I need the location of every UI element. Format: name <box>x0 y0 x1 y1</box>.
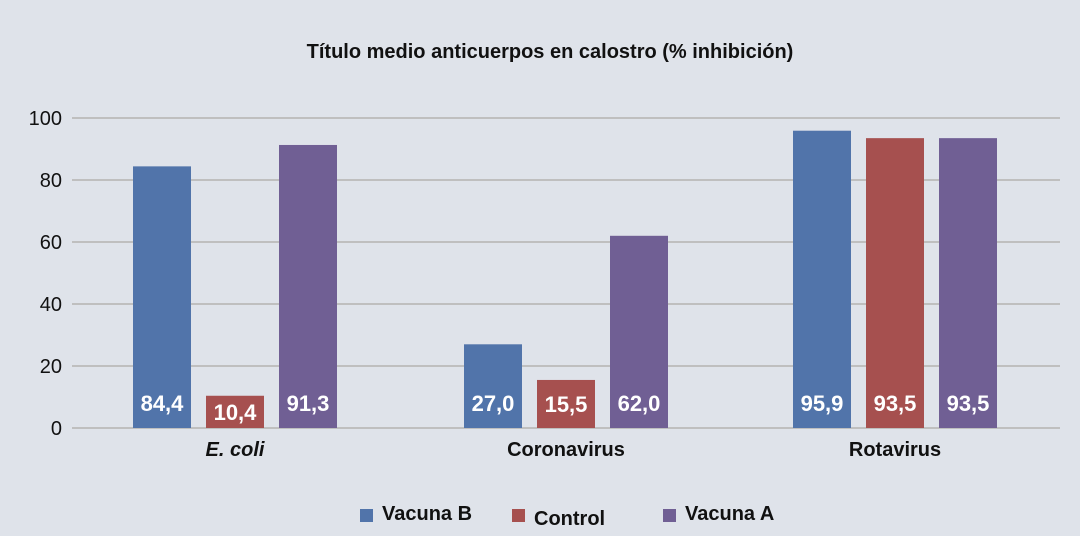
data-label: 91,3 <box>287 391 330 416</box>
data-label: 62,0 <box>618 391 661 416</box>
x-tick-label: Coronavirus <box>507 439 625 461</box>
data-label: 10,4 <box>214 400 258 425</box>
legend-label: Vacuna A <box>685 503 774 525</box>
bar <box>206 395 264 428</box>
data-label: 84,4 <box>141 391 185 416</box>
bar <box>279 144 337 428</box>
data-label: 15,5 <box>545 392 588 417</box>
y-tick-label: 60 <box>40 232 62 254</box>
bar <box>793 130 851 428</box>
x-axis-ticks: E. coli Coronavirus Rotavirus <box>206 439 942 461</box>
bar <box>866 138 924 428</box>
bar <box>610 235 668 428</box>
data-label: 27,0 <box>472 391 515 416</box>
legend-swatch <box>512 509 525 522</box>
legend-label: Vacuna B <box>382 503 472 525</box>
data-label: 93,5 <box>874 391 917 416</box>
x-tick-label: Rotavirus <box>849 439 941 461</box>
bar <box>133 166 191 429</box>
bar <box>537 379 595 428</box>
bars <box>133 130 997 429</box>
bar <box>464 344 522 428</box>
data-label: 93,5 <box>947 391 990 416</box>
data-label: 95,9 <box>801 391 844 416</box>
y-tick-label: 100 <box>29 108 62 130</box>
y-tick-label: 20 <box>40 356 62 378</box>
y-axis-ticks: 0 20 40 60 80 100 <box>29 108 62 440</box>
y-tick-label: 40 <box>40 294 62 316</box>
x-tick-label: E. coli <box>206 439 265 461</box>
bar <box>939 138 997 428</box>
value-labels: 84,4 10,4 91,3 27,0 15,5 62,0 95,9 93,5 93,5 <box>141 391 990 425</box>
legend-swatch <box>360 509 373 522</box>
y-tick-label: 0 <box>51 418 62 440</box>
y-tick-label: 80 <box>40 170 62 192</box>
legend: Vacuna B Control Vacuna A <box>360 503 774 530</box>
chart-title: Título medio anticuerpos en calostro (% … <box>307 41 794 63</box>
legend-swatch <box>663 509 676 522</box>
legend-label: Control <box>534 508 605 530</box>
